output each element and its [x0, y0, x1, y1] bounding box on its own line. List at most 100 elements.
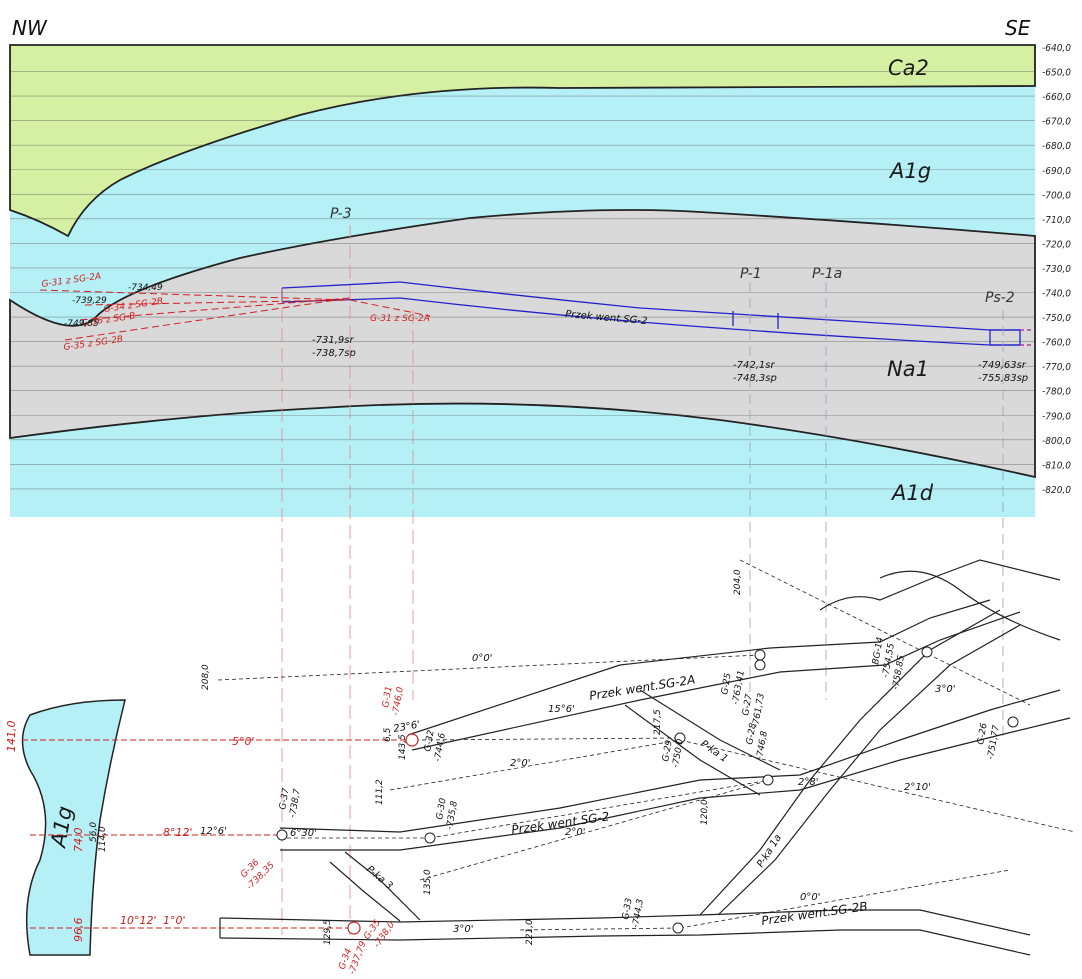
- angle: 3°0': [453, 924, 473, 935]
- salt-a1g-area: [21, 699, 126, 956]
- layer-na1-fill: [9, 209, 1036, 479]
- se-label: SE: [1005, 16, 1031, 40]
- angle: 2°0': [510, 758, 530, 769]
- benchmark-id: G-29: [661, 739, 675, 762]
- benchmark-id: G-28: [745, 722, 759, 745]
- elev-p3-sp: -738,7sp: [312, 348, 356, 359]
- benchmark-id: G-25: [720, 672, 734, 695]
- depth-tick-label: -780,0: [1042, 387, 1071, 398]
- layer-a1g-label: A1g: [888, 159, 931, 183]
- distance: 143,5: [398, 734, 408, 760]
- survey-stations: [276, 646, 1019, 934]
- angle: 8°12': [163, 826, 193, 839]
- depth-tick-label: -730,0: [1042, 264, 1071, 275]
- elevation-label: -749,85: [64, 319, 99, 329]
- angle: 6°30': [290, 828, 317, 839]
- distance: 120,0: [700, 799, 710, 825]
- layer-na1-label: Na1: [887, 357, 929, 381]
- depth-tick-label: -750,0: [1042, 313, 1071, 324]
- section-red-lines: [39, 289, 431, 341]
- depth-tick-label: -700,0: [1042, 190, 1071, 201]
- benchmark-id: G-31: [381, 685, 395, 708]
- benchmark-id: G-37: [278, 787, 292, 810]
- angle: 5°0': [232, 735, 255, 748]
- distance: 217,5: [653, 709, 663, 735]
- gallery-sg2a-label: Przek went.SG-2A: [588, 672, 696, 703]
- angle-labels: 0°0' 0°0' 5°0' 15°6' 2°0' 2°0' 2°8' 2°10…: [120, 653, 955, 935]
- layer-a1d-label: A1d: [890, 481, 934, 505]
- distance: 129,5: [323, 919, 333, 945]
- survey-lines-red: [22, 739, 412, 929]
- projection-lines-grey: [749, 282, 1004, 740]
- angle: 2°10': [904, 782, 931, 793]
- depth-tick-label: -810,0: [1042, 460, 1071, 471]
- distance: 204,0: [733, 569, 743, 595]
- depth-tick-label: -660,0: [1042, 92, 1071, 103]
- depth-tick-label: -690,0: [1042, 166, 1071, 177]
- elev-p1-sp: -748,3sp: [733, 373, 777, 384]
- angle: 2°8': [798, 777, 818, 788]
- benchmark-id: G-32: [423, 729, 437, 752]
- depth-tick-label: -740,0: [1042, 289, 1071, 300]
- distance: 135,0: [423, 869, 433, 895]
- benchmark-id: G-30: [435, 797, 449, 820]
- plan-view: A1g: [5, 559, 1076, 976]
- layer-ca2-label: Ca2: [888, 56, 929, 80]
- elev-p3-sr: -731,9sr: [312, 335, 354, 346]
- benchmark-id: G-33: [621, 897, 635, 920]
- depth-tick-label: -720,0: [1042, 239, 1071, 250]
- benchmark-id: G-27: [741, 693, 755, 716]
- depth-tick-label: -650,0: [1042, 68, 1071, 79]
- distance: 221,0: [525, 919, 535, 945]
- distance-labels: 208,0 204,0 141,0 74,0 96,6 111,2 135,0 …: [5, 569, 743, 945]
- gallery-sg2-section: [281, 281, 1021, 346]
- depth-grid: [10, 71, 1035, 490]
- benchmark-id: G-26: [976, 722, 990, 745]
- distance: 74,0: [72, 828, 85, 853]
- point-p1-label: P-1: [740, 266, 762, 282]
- point-ps2-label: Ps-2: [985, 290, 1015, 306]
- depth-tick-label: -670,0: [1042, 117, 1071, 128]
- angle: 1°0': [163, 914, 186, 927]
- point-p1a-label: P-1a: [812, 266, 842, 282]
- galleries-outline: [219, 559, 1071, 956]
- angle: 0°0': [800, 892, 820, 903]
- distance: 114,0: [98, 826, 108, 852]
- elev-p1-sr: -742,1sr: [733, 360, 775, 371]
- depth-tick-label: -790,0: [1042, 411, 1071, 422]
- angle: 23°6': [393, 719, 421, 734]
- depth-tick-label: -760,0: [1042, 338, 1071, 349]
- cross-section: -640,0 -650,0 -660,0 -670,0 -680,0 -690,0 -700…: [9, 16, 1071, 517]
- elev-ps2-sr: -749,63sr: [978, 360, 1027, 371]
- distance: 208,0: [201, 664, 211, 690]
- distance: 6,5: [383, 727, 393, 742]
- section-edge-marks: [1020, 329, 1035, 346]
- projection-lines: [281, 225, 414, 935]
- red-label: G-31 z SG-2A: [370, 314, 430, 324]
- elevation-label: -734,49: [128, 283, 163, 293]
- distance: 96,6: [72, 918, 85, 943]
- depth-tick-label: -770,0: [1042, 362, 1071, 373]
- angle: 15°6': [548, 704, 575, 715]
- distance: 56,0: [89, 822, 99, 842]
- depth-tick-label: -710,0: [1042, 215, 1071, 226]
- depth-ticks: -640,0 -650,0 -660,0 -670,0 -680,0 -690,0 -700…: [1042, 43, 1071, 496]
- angle: 0°0': [472, 653, 492, 664]
- depth-tick-label: -800,0: [1042, 436, 1071, 447]
- angle: 10°12': [120, 914, 157, 927]
- survey-lines: [217, 559, 1076, 931]
- depth-tick-label: -680,0: [1042, 141, 1071, 152]
- gallery-sg2b-label: Przek went.SG-2B: [760, 899, 868, 928]
- nw-label: NW: [12, 16, 48, 40]
- angle: 12°6': [200, 826, 227, 837]
- angle: 3°0': [935, 684, 955, 695]
- benchmark-id: BG-14: [871, 636, 886, 665]
- distance: 111,2: [375, 779, 385, 805]
- elevation-label: -739,29: [72, 296, 107, 306]
- depth-tick-label: -820,0: [1042, 485, 1071, 496]
- angle: 2°0': [565, 827, 585, 838]
- depth-tick-label: -640,0: [1042, 43, 1071, 54]
- point-p3-label: P-3: [330, 206, 352, 222]
- benchmark-elev: -746,8: [755, 730, 770, 761]
